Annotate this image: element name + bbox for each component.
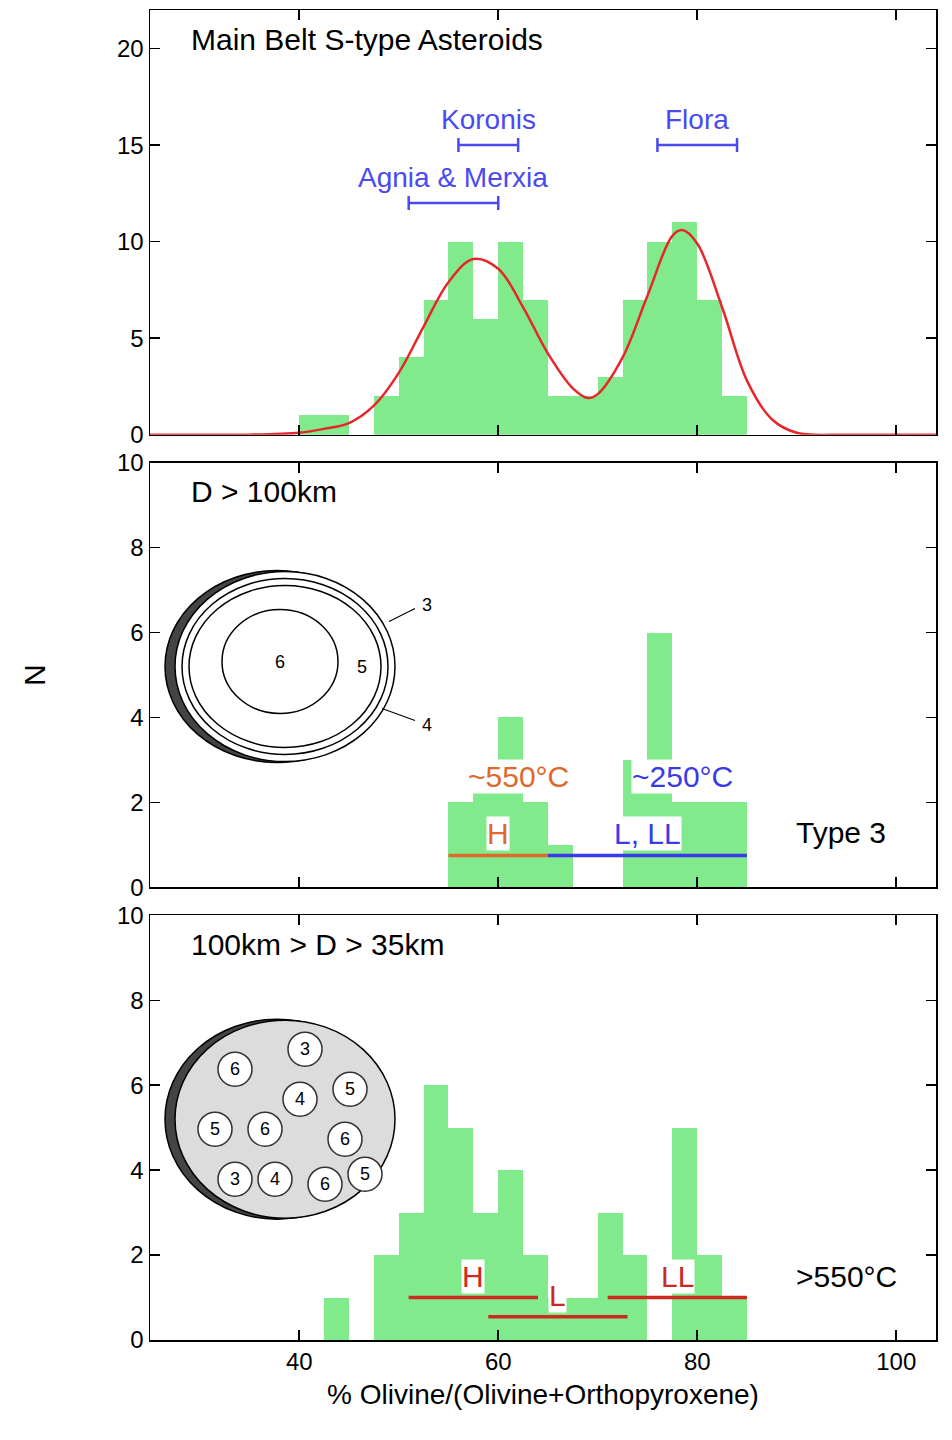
svg-text:20: 20 bbox=[117, 35, 144, 62]
svg-text:0: 0 bbox=[130, 874, 143, 901]
svg-text:60: 60 bbox=[485, 1348, 512, 1375]
svg-text:5: 5 bbox=[357, 657, 367, 677]
svg-text:L, LL: L, LL bbox=[614, 817, 681, 850]
svg-text:6: 6 bbox=[320, 1174, 330, 1194]
svg-text:3: 3 bbox=[422, 595, 432, 615]
svg-text:100: 100 bbox=[876, 1348, 916, 1375]
svg-text:Main Belt S-type Asteroids: Main Belt S-type Asteroids bbox=[191, 23, 543, 56]
svg-text:6: 6 bbox=[260, 1119, 270, 1139]
svg-text:5: 5 bbox=[210, 1119, 220, 1139]
svg-text:0: 0 bbox=[130, 421, 143, 448]
svg-text:5: 5 bbox=[360, 1164, 370, 1184]
svg-text:3: 3 bbox=[300, 1039, 310, 1059]
svg-text:15: 15 bbox=[117, 132, 144, 159]
svg-text:6: 6 bbox=[130, 1072, 143, 1099]
svg-text:6: 6 bbox=[340, 1129, 350, 1149]
svg-text:6: 6 bbox=[275, 652, 285, 672]
svg-text:% Olivine/(Olivine+Orthopyroxe: % Olivine/(Olivine+Orthopyroxene) bbox=[327, 1379, 759, 1410]
svg-text:100km > D > 35km: 100km > D > 35km bbox=[191, 928, 444, 961]
svg-text:80: 80 bbox=[684, 1348, 711, 1375]
svg-text:L: L bbox=[549, 1279, 566, 1312]
svg-text:Koronis: Koronis bbox=[441, 104, 536, 135]
svg-text:LL: LL bbox=[661, 1260, 694, 1293]
svg-text:N: N bbox=[18, 664, 51, 686]
svg-text:5: 5 bbox=[345, 1079, 355, 1099]
svg-text:2: 2 bbox=[130, 1241, 143, 1268]
svg-text:Flora: Flora bbox=[665, 104, 729, 135]
svg-text:3: 3 bbox=[230, 1169, 240, 1189]
svg-text:4: 4 bbox=[422, 715, 432, 735]
svg-text:8: 8 bbox=[130, 534, 143, 561]
svg-text:40: 40 bbox=[286, 1348, 313, 1375]
svg-text:8: 8 bbox=[130, 987, 143, 1014]
svg-text:H: H bbox=[462, 1260, 484, 1293]
svg-text:0: 0 bbox=[130, 1326, 143, 1353]
svg-text:Type 3: Type 3 bbox=[796, 816, 886, 849]
svg-text:~550°C: ~550°C bbox=[468, 760, 569, 793]
svg-text:4: 4 bbox=[130, 1157, 143, 1184]
svg-text:H: H bbox=[487, 817, 509, 850]
svg-text:6: 6 bbox=[130, 619, 143, 646]
svg-text:10: 10 bbox=[117, 449, 144, 476]
svg-text:Agnia & Merxia: Agnia & Merxia bbox=[358, 162, 548, 193]
svg-text:~250°C: ~250°C bbox=[632, 760, 733, 793]
svg-text:10: 10 bbox=[117, 228, 144, 255]
svg-text:D > 100km: D > 100km bbox=[191, 475, 337, 508]
svg-text:4: 4 bbox=[295, 1089, 305, 1109]
svg-text:5: 5 bbox=[130, 325, 143, 352]
svg-text:10: 10 bbox=[117, 902, 144, 929]
svg-text:6: 6 bbox=[230, 1059, 240, 1079]
svg-text:>550°C: >550°C bbox=[796, 1260, 897, 1293]
svg-text:2: 2 bbox=[130, 789, 143, 816]
svg-text:4: 4 bbox=[270, 1169, 280, 1189]
svg-text:4: 4 bbox=[130, 704, 143, 731]
